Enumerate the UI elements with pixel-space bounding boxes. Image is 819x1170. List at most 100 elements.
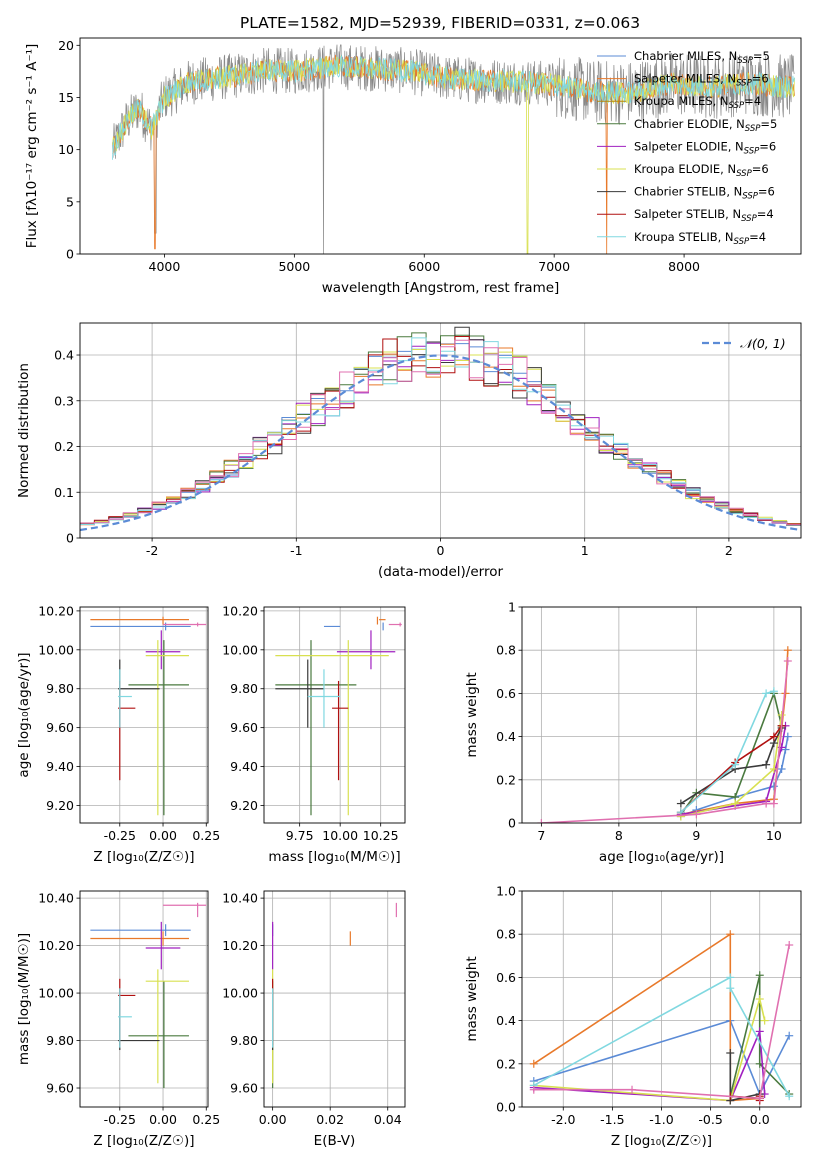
x-tick-label: 0.04 <box>374 1112 402 1127</box>
y-tick-label: 20 <box>58 38 74 53</box>
x-axis-label: mass [log₁₀(M/M☉)] <box>268 849 400 865</box>
errorbar-point <box>336 630 396 670</box>
y-tick-label: 10.40 <box>222 891 258 906</box>
x-tick-label: 4000 <box>149 259 181 274</box>
x-tick-label: 0.00 <box>259 1112 287 1127</box>
errorbar-point <box>275 640 389 816</box>
weight-marker <box>755 1094 764 1103</box>
weight-marker <box>676 799 685 808</box>
weight-marker <box>755 971 764 980</box>
legend-entry: Chabrier STELIB, NSSP=6 <box>634 185 775 202</box>
y-ticks: 9.20 9.40 9.60 9.80 10.00 10.20 <box>222 603 264 813</box>
x-tick-label: -2 <box>146 543 158 558</box>
weight-line <box>533 976 790 1097</box>
weight-marker <box>731 760 740 769</box>
y-tick-label: 9.60 <box>230 1081 258 1096</box>
weight-marker <box>777 765 786 773</box>
errorbar-point <box>145 969 189 1084</box>
y-tick-label: 0.0 <box>496 1100 516 1115</box>
y-tick-label: 9.80 <box>46 681 74 696</box>
plot-area <box>537 646 792 823</box>
x-tick-label: 7 <box>537 828 545 843</box>
legend-entry: Chabrier ELODIE, NSSP=5 <box>634 117 777 134</box>
axes-frame <box>79 606 209 824</box>
y-tick-label: 9.40 <box>230 759 258 774</box>
legend: Chabrier MILES, NSSP=5 Salpeter MILES, NS… <box>597 49 777 247</box>
y-ticks: 0 5 10 15 20 <box>58 38 80 262</box>
x-axis-label: E(B-V) <box>314 1133 356 1149</box>
legend: 𝒩(0, 1) <box>702 336 786 351</box>
y-tick-label: 0.8 <box>496 643 516 658</box>
x-ticks: 4000 5000 6000 7000 8000 <box>149 254 700 274</box>
y-tick-label: 10 <box>58 142 74 157</box>
x-axis-label: wavelength [Angstrom, rest frame] <box>322 280 560 296</box>
x-tick-label: 9.75 <box>286 828 314 843</box>
gridlines <box>80 891 208 1107</box>
gridlines <box>264 891 405 1107</box>
errorbar-point <box>163 902 207 918</box>
weight-marker <box>785 1031 794 1040</box>
weight-marker <box>769 799 778 808</box>
axes-age_vs_mass: 9.75 10.00 10.25 9.20 9.40 9.60 9.80 10.00 10.20… <box>222 603 406 865</box>
x-axis-label: age [log₁₀(age/yr)] <box>599 849 724 865</box>
errorbar-point <box>145 630 181 670</box>
y-tick-label: 0.2 <box>496 772 516 787</box>
errorbar-point <box>145 921 181 970</box>
axes-frame <box>79 37 802 255</box>
axes-frame <box>79 890 209 1108</box>
y-axis-label: mass weight <box>464 672 480 757</box>
x-tick-label: 10.00 <box>322 828 358 843</box>
errorbar-point <box>332 680 349 781</box>
axes-spectrum: 4000 5000 6000 7000 8000 0 5 10 15 20 wavelength [… <box>24 37 802 296</box>
observed-spectrum-line <box>112 44 795 254</box>
legend-entry: 𝒩(0, 1) <box>740 336 786 351</box>
legend-entry: Kroupa MILES, NSSP=4 <box>634 94 761 111</box>
weight-line <box>541 660 789 823</box>
x-tick-label: 1 <box>581 543 589 558</box>
x-tick-label: -2.0 <box>551 1112 575 1127</box>
weight-marker <box>755 995 764 1003</box>
weight-marker <box>726 984 735 993</box>
x-axis-label: Z [log₁₀(Z/Z☉)] <box>93 1133 194 1149</box>
legend-entry: Salpeter STELIB, NSSP=4 <box>634 207 774 224</box>
legend-entry: Kroupa ELODIE, NSSP=6 <box>634 162 769 179</box>
y-tick-label: 9.60 <box>46 720 74 735</box>
weight-line <box>680 725 783 813</box>
plot-area <box>275 616 402 816</box>
axes-frame <box>263 890 406 1108</box>
weight-marker <box>537 819 546 823</box>
errorbar-point <box>90 616 189 625</box>
y-tick-label: 0.4 <box>54 348 74 363</box>
weight-marker <box>628 1085 637 1094</box>
weight-line <box>533 1019 790 1096</box>
x-tick-label: -0.5 <box>698 1112 722 1127</box>
y-tick-label: 0.4 <box>496 729 516 744</box>
errorbar-point <box>128 981 189 1089</box>
weight-marker <box>785 941 794 949</box>
y-tick-label: 10.00 <box>222 986 258 1001</box>
weight-marker <box>769 687 778 696</box>
plot-area <box>90 902 207 1089</box>
gridlines <box>80 607 208 823</box>
plot-area <box>80 326 801 532</box>
x-tick-label: -1.0 <box>649 1112 673 1127</box>
x-axis-label: Z [log₁₀(Z/Z☉)] <box>93 849 194 865</box>
weight-line <box>533 1031 766 1102</box>
weight-line <box>729 975 790 1097</box>
y-tick-label: 0 <box>66 247 74 262</box>
figure-title: PLATE=1582, MJD=52939, FIBERID=0331, z=0… <box>240 14 640 32</box>
axes-weight_vs_age: 7 8 9 10 0 0.2 0.4 0.6 0.8 1 age [log₁₀(age/yr)] ma… <box>464 600 802 865</box>
errorbar-point <box>118 669 132 728</box>
weight-marker <box>529 1085 538 1094</box>
weight-marker <box>726 973 735 982</box>
weight-line <box>533 944 790 1100</box>
y-ticks: 0 0.2 0.4 0.6 0.8 1 <box>496 600 522 831</box>
errorbar-point <box>118 988 160 1051</box>
legend-entry: Kroupa STELIB, NSSP=4 <box>634 230 766 247</box>
y-tick-label: 0 <box>508 816 516 831</box>
x-tick-label: 2 <box>725 543 733 558</box>
x-tick-label: 0.0 <box>750 1112 770 1127</box>
axes-age_vs_Z: -0.25 0.00 0.25 9.20 9.40 9.60 9.80 10.00 10.20 Z… <box>16 603 220 865</box>
